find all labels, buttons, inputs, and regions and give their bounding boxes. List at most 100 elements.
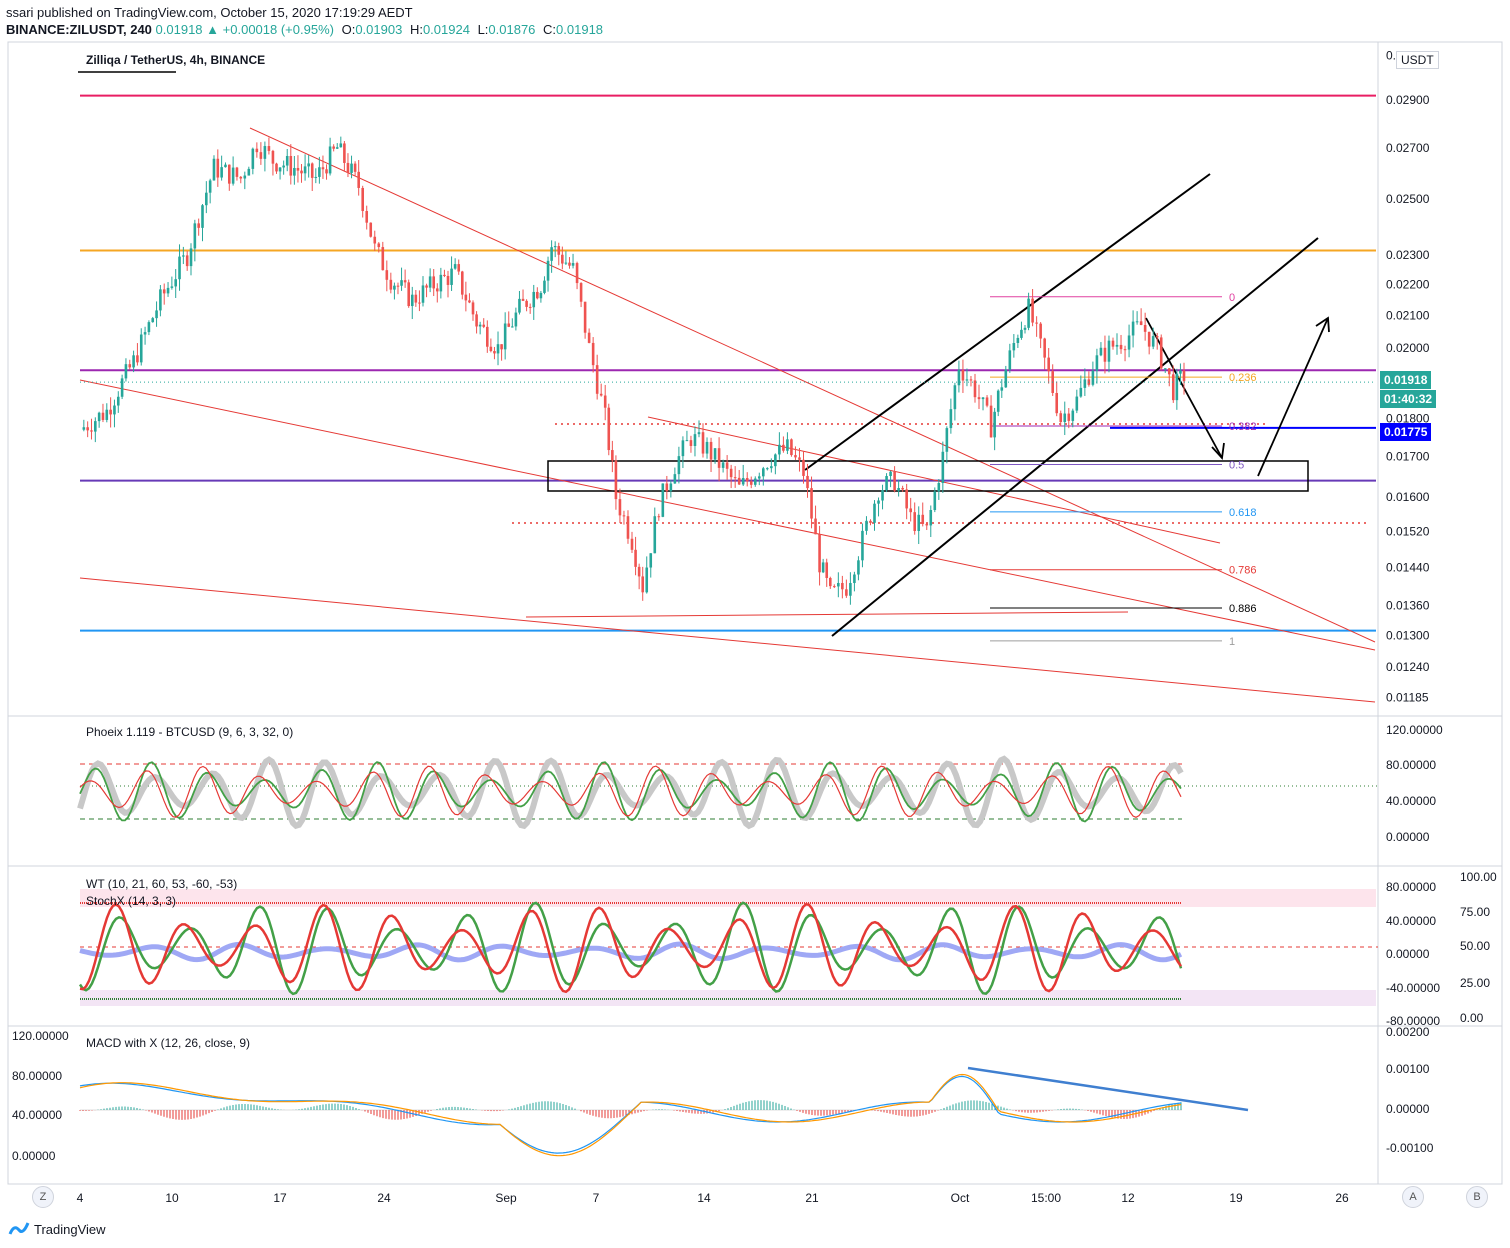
macd-axis-right-tick-3: -0.00100	[1386, 1141, 1434, 1155]
candle-body	[428, 276, 432, 288]
stochx-label[interactable]: StochX (14, 3, 3)	[86, 894, 177, 908]
candle-body	[267, 146, 271, 151]
wedge-mid-line	[79, 379, 1376, 651]
demand-zone-box	[547, 460, 1309, 492]
candle-body	[235, 167, 239, 177]
candle-body	[1067, 413, 1071, 421]
time-tick-10: 12	[1121, 1191, 1135, 1205]
phoeix-axis-tick-2: 40.00000	[1386, 794, 1436, 808]
log-scale-button[interactable]: B	[1466, 1186, 1488, 1208]
candle-body	[1103, 347, 1107, 362]
macd-signal-line	[79, 1073, 1182, 1157]
candle-body	[1159, 337, 1163, 369]
candle-body	[446, 275, 450, 285]
candle-body	[1071, 410, 1075, 421]
candle-body	[901, 487, 904, 490]
candle-body	[905, 489, 908, 509]
candle-body	[571, 263, 575, 266]
candle-body	[893, 471, 896, 491]
candle-body	[357, 171, 360, 188]
candle-body	[339, 143, 343, 148]
candle-body	[197, 223, 200, 228]
candle-body	[285, 155, 289, 166]
tradingview-logo-icon	[8, 1222, 30, 1235]
close-label: C:	[543, 22, 557, 37]
candle-body	[677, 456, 681, 475]
time-tick-9: 15:00	[1031, 1191, 1061, 1205]
candle-body	[725, 462, 729, 469]
price-tick-16: 0.01240	[1386, 660, 1430, 674]
price-tick-12: 0.01520	[1386, 524, 1430, 538]
candle-body	[614, 460, 618, 500]
time-tick-4: Sep	[495, 1191, 517, 1205]
wt-axis-tick-4: -80.00000	[1386, 1014, 1440, 1028]
candle-body	[369, 222, 373, 237]
candle-body	[471, 302, 475, 315]
phoeix-axis-tick-0: 120.00000	[1386, 723, 1443, 737]
candle-body	[105, 409, 109, 420]
candle-body	[853, 574, 856, 584]
candle-body	[124, 364, 128, 379]
candle-body	[961, 369, 965, 381]
wt-line-1	[78, 901, 1183, 996]
price-tick-2: 0.02700	[1386, 141, 1430, 155]
candle-body	[1182, 370, 1186, 382]
candle-body	[697, 432, 701, 435]
indicator-axes: 120.00000 80.00000 40.00000 0.00000 80.00000…	[12, 723, 1497, 1163]
candle-body	[525, 300, 528, 307]
candle-body	[825, 562, 829, 578]
auto-scale-button[interactable]: A	[1402, 1186, 1424, 1208]
phoeix-label[interactable]: Phoeix 1.119 - BTCUSD (9, 6, 3, 32, 0)	[86, 725, 294, 739]
candle-body	[933, 491, 937, 511]
candle-body	[733, 477, 737, 479]
candle-body	[539, 292, 543, 299]
channel-lower-line	[831, 237, 1319, 637]
candle-body	[109, 409, 112, 415]
candle-body	[325, 169, 328, 174]
candle-body	[603, 395, 607, 408]
zoom-button[interactable]: Z	[32, 1186, 54, 1208]
symbol-name[interactable]: BINANCE:ZILUSDT, 240	[6, 22, 152, 37]
candle-body	[443, 274, 446, 276]
candle-body	[346, 162, 350, 173]
macd-label[interactable]: MACD with X (12, 26, close, 9)	[86, 1036, 251, 1050]
macd-axis-right-tick-2: 0.00000	[1386, 1102, 1430, 1116]
fib-label-5: 0.786	[1229, 565, 1257, 577]
projection-up-arrow-head	[1315, 316, 1330, 333]
candle-body	[343, 143, 346, 163]
time-tick-7: 21	[805, 1191, 819, 1205]
candle-body	[212, 158, 216, 181]
candle-body	[1047, 357, 1050, 372]
candle-body	[568, 262, 571, 266]
candle-body	[350, 163, 353, 173]
phoeix-oscillator	[77, 755, 1378, 830]
candle-body	[996, 390, 1000, 412]
candle-body	[293, 167, 296, 176]
candle-body	[113, 405, 116, 415]
candle-body	[514, 312, 518, 327]
candle-body	[833, 586, 836, 588]
candle-body	[1107, 340, 1111, 362]
candle-body	[798, 457, 801, 460]
price-tick-6: 0.02100	[1386, 309, 1430, 323]
candle-body	[989, 405, 993, 438]
candle-body	[1055, 392, 1059, 414]
price-tick-5: 0.02200	[1386, 278, 1430, 292]
candle-body	[435, 288, 439, 292]
candle-body	[681, 440, 685, 457]
fibonacci-retracement: 0 0.236 0.382 0.5 0.618 0.786 0.886 1	[990, 292, 1257, 648]
candle-body	[1083, 379, 1087, 388]
candle-body	[208, 180, 212, 193]
candle-body	[460, 271, 464, 295]
candle-body	[532, 291, 536, 308]
candle-body	[353, 163, 357, 172]
candle-body	[185, 255, 189, 267]
candle-body	[425, 285, 428, 288]
price-tick-4: 0.02300	[1386, 248, 1430, 262]
phoeix-fast-line	[79, 761, 1182, 823]
candle-body	[1012, 342, 1016, 351]
wt-label[interactable]: WT (10, 21, 60, 53, -60, -53)	[86, 877, 238, 891]
candle-body	[929, 510, 933, 526]
candle-body	[97, 412, 101, 422]
